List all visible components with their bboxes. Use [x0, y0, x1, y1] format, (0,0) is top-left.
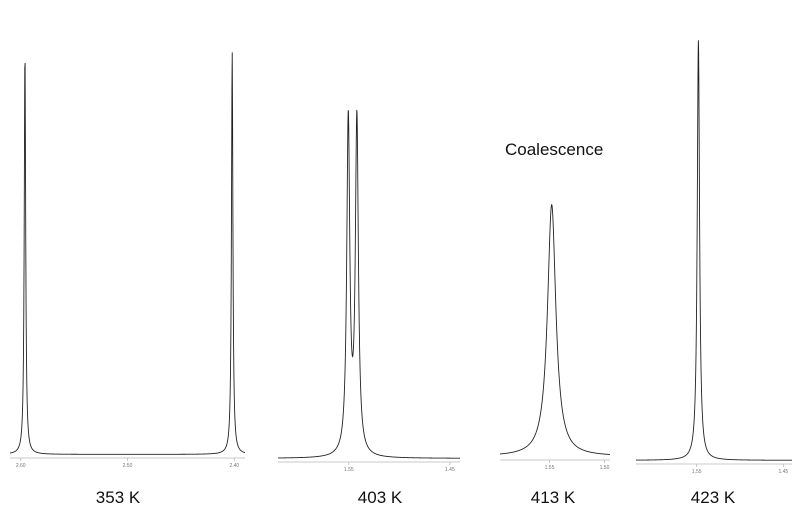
- x-tick-label: 1.55: [344, 467, 354, 473]
- x-tick-label: 1.55: [692, 469, 702, 475]
- panel-title-403k: 403 K: [357, 488, 403, 507]
- spectrum-line: [636, 40, 792, 461]
- x-tick-label: 1.45: [778, 469, 788, 475]
- panel-title-423k: 423 K: [690, 488, 736, 507]
- spectrum-line: [9, 52, 246, 455]
- x-tick-label: 1.50: [600, 465, 610, 471]
- spectrum-line: [499, 203, 611, 455]
- spectrum-line: [277, 109, 461, 459]
- x-tick-label: 1.55: [545, 465, 555, 471]
- panel-title-353k: 353 K: [95, 488, 141, 507]
- spectrum-panel-4: 1.55 1.45: [636, 40, 792, 475]
- coalescence-annotation: Coalescence: [505, 140, 604, 159]
- spectrum-panel-2: 1.55 1.45: [277, 109, 461, 473]
- x-tick-label: 2.40: [229, 463, 239, 469]
- x-tick-label: 2.50: [123, 463, 133, 469]
- panel-title-413k: 413 K: [530, 488, 576, 507]
- spectrum-panel-3: 1.55 1.50: [499, 203, 611, 471]
- x-tick-label: 1.45: [445, 467, 455, 473]
- x-tick-label: 2.60: [16, 463, 26, 469]
- spectrum-panel-1: 2.60 2.50 2.40: [9, 52, 246, 469]
